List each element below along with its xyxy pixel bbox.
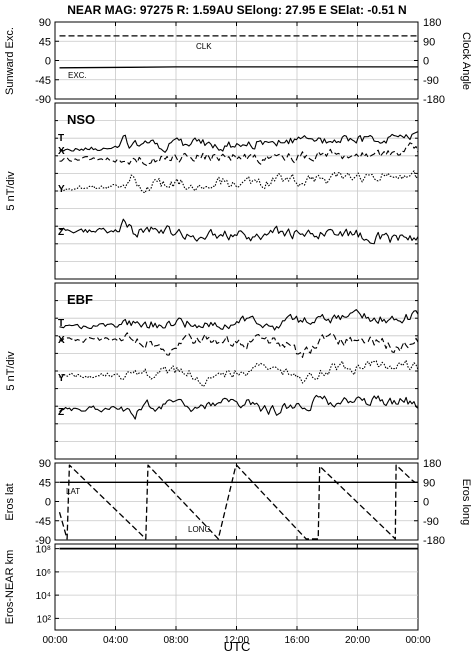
ytick-distance-label-3: 10² bbox=[37, 614, 52, 625]
ytick-eros-lat-label-4: -90 bbox=[35, 535, 51, 547]
series-nso-3 bbox=[59, 218, 419, 245]
y2tick-clock-label-1: 90 bbox=[423, 36, 435, 48]
x-axis-label: UTC bbox=[224, 639, 251, 654]
y2label-clock: Clock Angle bbox=[460, 32, 472, 90]
xtick-label-2: 08:00 bbox=[163, 635, 188, 646]
series-ebf-1 bbox=[59, 332, 419, 358]
series-nso-2 bbox=[59, 170, 419, 194]
series-nso-1 bbox=[59, 142, 419, 167]
panel-title-nso: NSO bbox=[67, 112, 95, 127]
series-ebf-2 bbox=[59, 359, 419, 388]
ytick-distance-label-1: 10⁶ bbox=[36, 568, 51, 579]
ytick-eros-lat-label-2: 0 bbox=[45, 497, 51, 509]
xtick-label-4: 16:00 bbox=[284, 635, 309, 646]
series-ebf-3 bbox=[59, 394, 419, 420]
y2tick-clock-label-3: -90 bbox=[423, 75, 439, 87]
y2tick-eros-long-label-2: 0 bbox=[423, 497, 429, 509]
ytick-sunward-label-2: 0 bbox=[45, 56, 51, 68]
tick-layer: 90 45 0 -45 -90 180 90 0 -90 -180 90 45 0 -45 -90 180 90… bbox=[35, 17, 445, 646]
label-nso-y: Y bbox=[58, 184, 65, 195]
label-nso-x: X bbox=[58, 146, 65, 157]
series-nso-0 bbox=[59, 131, 419, 153]
ylabel-nso: 5 nT/div bbox=[5, 171, 17, 211]
y2label-eros-long: Eros long bbox=[460, 479, 472, 525]
ytick-sunward-label-1: 45 bbox=[39, 36, 51, 48]
y2tick-eros-long-label-0: 180 bbox=[423, 458, 441, 470]
xtick-label-5: 20:00 bbox=[345, 635, 370, 646]
series-sunward-1 bbox=[59, 66, 418, 69]
y2tick-eros-long-label-3: -90 bbox=[423, 516, 439, 528]
panel-title-ebf: EBF bbox=[67, 292, 93, 307]
label-ebf-y: Y bbox=[58, 373, 65, 384]
label-nso-t: T bbox=[58, 133, 64, 144]
xtick-label-6: 00:00 bbox=[405, 635, 430, 646]
series-ebf-0 bbox=[59, 309, 419, 331]
label-ebf-t: T bbox=[58, 318, 64, 329]
y2tick-eros-long-label-1: 90 bbox=[423, 477, 435, 489]
y2tick-clock-label-0: 180 bbox=[423, 17, 441, 29]
y2tick-clock-label-4: -180 bbox=[423, 94, 445, 106]
label-nso-z: Z bbox=[58, 227, 64, 238]
ylabel-distance: Eros-NEAR km bbox=[4, 550, 16, 625]
label-clk: CLK bbox=[196, 42, 212, 51]
ytick-distance-label-0: 10⁸ bbox=[36, 545, 51, 556]
ylabel-eros-lat: Eros lat bbox=[4, 483, 16, 520]
ylabel-ebf: 5 nT/div bbox=[5, 351, 17, 391]
ytick-sunward-label-3: -45 bbox=[35, 75, 51, 87]
label-lat: LAT bbox=[66, 487, 80, 496]
y2tick-eros-long-label-4: -180 bbox=[423, 535, 445, 547]
xtick-label-1: 04:00 bbox=[103, 635, 128, 646]
ytick-eros-lat-label-0: 90 bbox=[39, 458, 51, 470]
label-long: LONG bbox=[188, 525, 211, 534]
ytick-sunward-label-0: 90 bbox=[39, 17, 51, 29]
ytick-eros-lat-label-1: 45 bbox=[39, 477, 51, 489]
ylabel-sunward: Sunward Exc. bbox=[4, 27, 16, 95]
xtick-label-3: 12:00 bbox=[224, 635, 249, 646]
y2tick-clock-label-2: 0 bbox=[423, 56, 429, 68]
ytick-sunward-label-4: -90 bbox=[35, 94, 51, 106]
label-exc: EXC. bbox=[68, 71, 87, 80]
ytick-distance-label-2: 10⁴ bbox=[36, 591, 51, 602]
series-eros-1 bbox=[58, 464, 416, 540]
series-layer bbox=[58, 35, 419, 550]
label-ebf-z: Z bbox=[58, 407, 64, 418]
header-title: NEAR MAG: 97275 R: 1.59AU SElong: 27.95 … bbox=[67, 3, 406, 17]
label-ebf-x: X bbox=[58, 335, 65, 346]
ytick-eros-lat-label-3: -45 bbox=[35, 516, 51, 528]
xtick-label-0: 00:00 bbox=[42, 635, 67, 646]
